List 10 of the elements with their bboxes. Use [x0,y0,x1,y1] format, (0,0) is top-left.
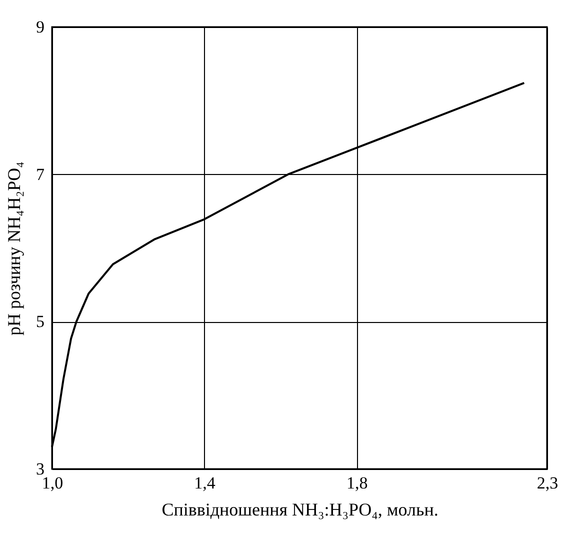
x-tick-label: 1,4 [194,474,216,492]
x-tick-label: 1,8 [346,474,368,492]
y-tick-label: 7 [36,164,45,184]
x-axis-title: Співвідношення NH₃:H₃PO₄, мольн. [162,500,438,520]
x-tick-label: 1,0 [42,474,64,492]
y-tick-label: 9 [36,18,44,36]
y-axis-title: pH розчину NH₄H₂PO₄ [4,162,24,336]
y-tick-label: 3 [36,460,44,478]
y-tick-label: 5 [36,312,44,332]
x-tick-label: 2,3 [536,474,558,492]
